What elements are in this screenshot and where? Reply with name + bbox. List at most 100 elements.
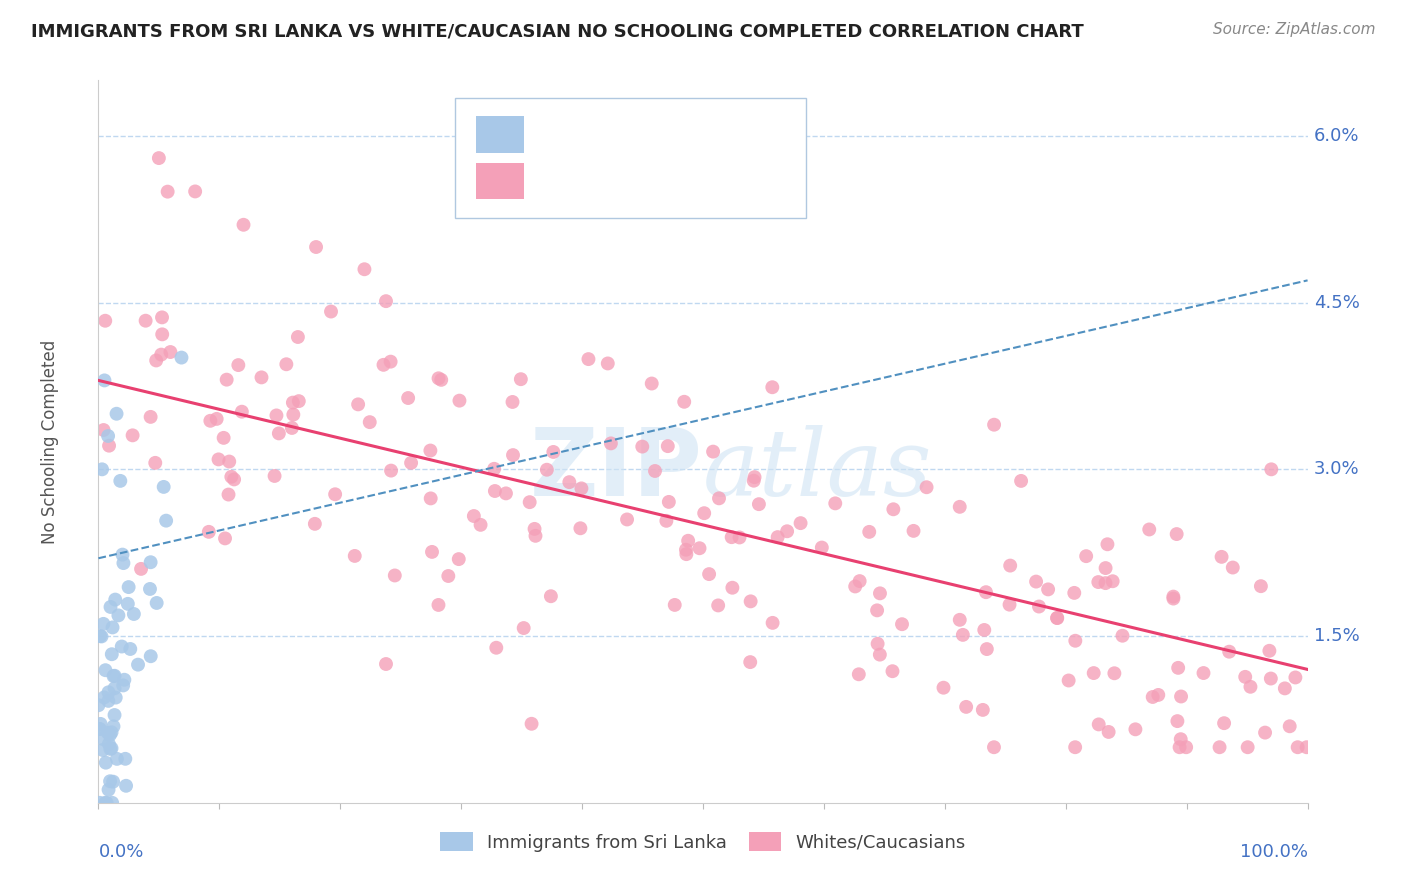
Point xyxy=(998,558,1021,573)
Point xyxy=(287,330,309,344)
Point xyxy=(98,774,121,789)
Point xyxy=(107,608,129,623)
Point xyxy=(115,779,138,793)
Point xyxy=(184,185,207,199)
Point xyxy=(267,426,290,441)
Text: 4.5%: 4.5% xyxy=(1313,293,1360,311)
Point xyxy=(139,582,162,596)
Point xyxy=(744,470,766,484)
Text: R =  0.034   N =   63: R = 0.034 N = 63 xyxy=(536,125,783,144)
Point xyxy=(101,620,124,634)
Point xyxy=(1168,740,1191,755)
Point xyxy=(380,464,402,478)
Point xyxy=(1234,670,1257,684)
Point xyxy=(973,623,995,637)
Point xyxy=(103,669,125,683)
Point xyxy=(631,440,654,454)
Point xyxy=(375,294,398,309)
Point xyxy=(1083,666,1105,681)
Point xyxy=(207,452,229,467)
Point xyxy=(641,376,664,391)
Point xyxy=(121,428,143,442)
Point xyxy=(740,594,762,608)
Point xyxy=(89,722,111,736)
Point xyxy=(159,345,181,359)
Point xyxy=(742,474,765,488)
Point xyxy=(1028,599,1050,614)
Point xyxy=(430,373,453,387)
Point xyxy=(543,445,565,459)
Point xyxy=(93,373,115,387)
Point xyxy=(420,545,443,559)
Point xyxy=(98,439,121,453)
Point xyxy=(972,703,994,717)
Point xyxy=(974,585,997,599)
Point xyxy=(858,524,880,539)
Point xyxy=(101,647,124,661)
Point xyxy=(373,358,395,372)
Point xyxy=(1163,590,1185,604)
Text: 100.0%: 100.0% xyxy=(1240,843,1308,861)
Point xyxy=(1025,574,1047,589)
Point xyxy=(869,586,891,600)
Point xyxy=(1278,719,1301,733)
Point xyxy=(1094,576,1116,591)
Point xyxy=(932,681,955,695)
Point xyxy=(375,657,398,671)
Point xyxy=(111,548,134,562)
Point xyxy=(1163,591,1185,606)
Point xyxy=(419,443,441,458)
Point xyxy=(323,487,346,501)
Point xyxy=(305,240,328,254)
Point xyxy=(93,423,115,437)
Legend: Immigrants from Sri Lanka, Whites/Caucasians: Immigrants from Sri Lanka, Whites/Caucas… xyxy=(433,825,973,859)
Point xyxy=(1254,725,1277,739)
Point xyxy=(1076,549,1098,564)
Point xyxy=(949,613,972,627)
Point xyxy=(1295,740,1317,755)
Point xyxy=(728,531,751,545)
Point xyxy=(523,522,546,536)
Point xyxy=(112,556,135,570)
Point xyxy=(502,448,524,462)
Point xyxy=(127,657,149,672)
Point xyxy=(1274,681,1296,696)
Point xyxy=(1064,740,1087,755)
Point xyxy=(720,530,742,544)
Point xyxy=(1167,661,1189,675)
Text: No Schooling Completed: No Schooling Completed xyxy=(41,340,59,543)
Point xyxy=(139,555,162,569)
Point xyxy=(519,495,541,509)
Point xyxy=(664,598,686,612)
Point xyxy=(866,637,889,651)
Point xyxy=(675,542,697,557)
Point xyxy=(1046,611,1069,625)
Point xyxy=(1137,523,1160,537)
Point xyxy=(520,716,543,731)
Point xyxy=(1104,666,1126,681)
Point xyxy=(100,725,122,739)
Point xyxy=(218,487,240,501)
Point xyxy=(1239,680,1261,694)
Point xyxy=(1063,586,1085,600)
Point xyxy=(848,574,870,588)
Point xyxy=(437,569,460,583)
Point xyxy=(658,495,681,509)
Point xyxy=(304,516,326,531)
Point xyxy=(170,351,193,365)
Point xyxy=(596,356,619,370)
Point xyxy=(848,667,870,681)
Point xyxy=(1087,575,1109,590)
Point xyxy=(495,486,517,500)
Point xyxy=(616,512,638,526)
FancyBboxPatch shape xyxy=(456,98,806,218)
Point xyxy=(250,370,273,384)
Point xyxy=(396,391,419,405)
Point xyxy=(1101,574,1123,589)
Point xyxy=(578,352,600,367)
Point xyxy=(569,521,592,535)
Point xyxy=(150,348,173,362)
Point xyxy=(1010,474,1032,488)
Point xyxy=(776,524,799,539)
Point xyxy=(903,524,925,538)
